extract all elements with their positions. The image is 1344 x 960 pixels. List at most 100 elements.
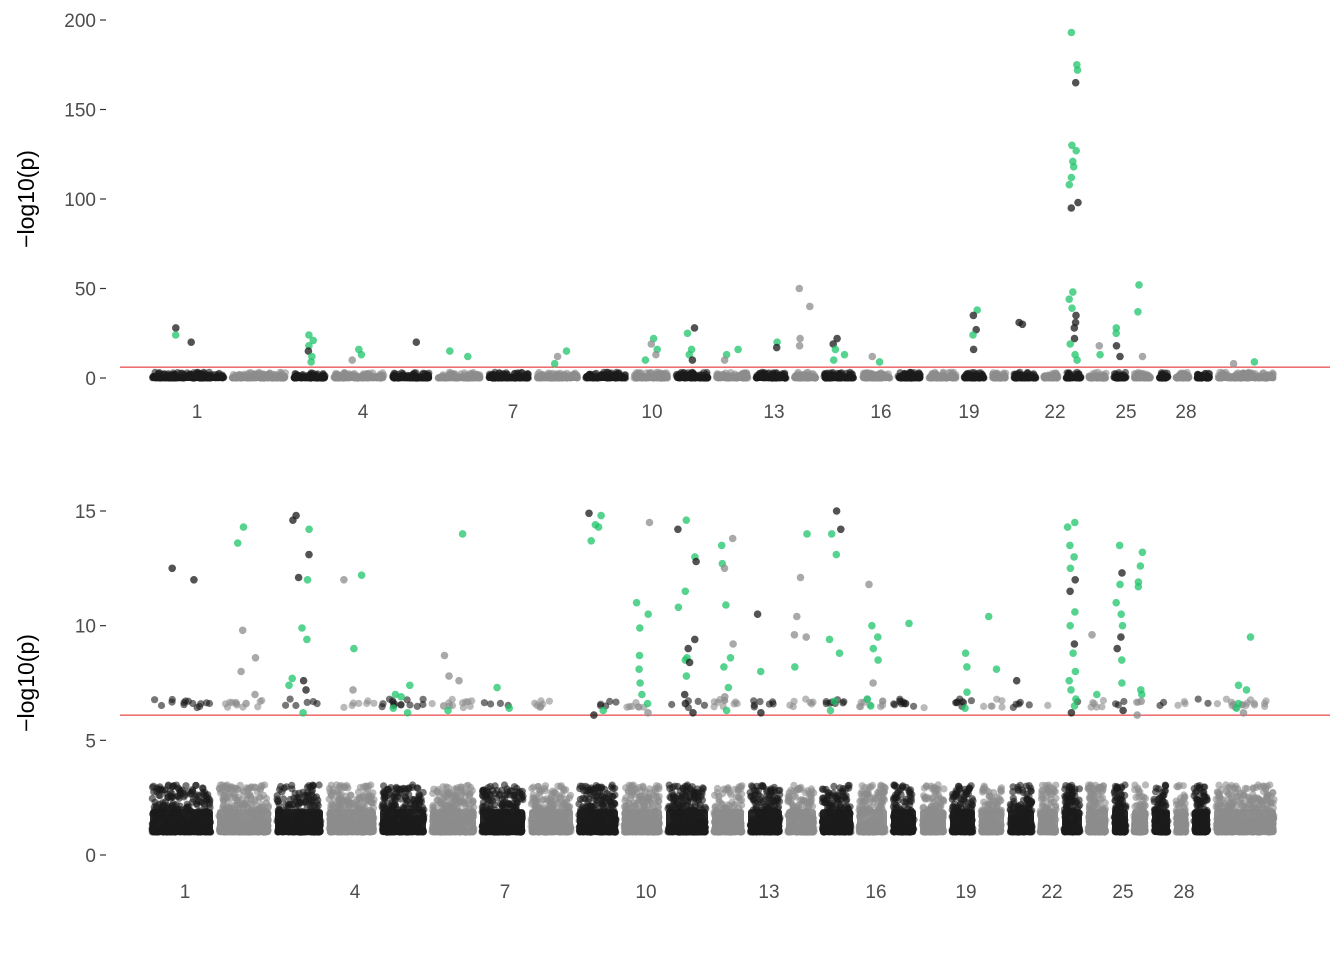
chromosome-band <box>332 374 386 381</box>
snp-point <box>1067 28 1076 37</box>
snp-point <box>772 343 781 352</box>
snp-point <box>1135 281 1143 289</box>
snp-point <box>1074 198 1082 207</box>
background-point <box>413 784 421 792</box>
x-tick-label: 28 <box>1175 402 1196 423</box>
background-point <box>360 783 368 791</box>
chromosome-band <box>1064 374 1083 381</box>
chromosome-band <box>1012 374 1038 381</box>
background-point <box>496 699 504 708</box>
background-point <box>415 797 424 805</box>
chromosome-band <box>822 374 856 381</box>
chromosome-band <box>584 374 628 381</box>
snp-point <box>795 342 804 350</box>
chromosome-band <box>1087 374 1108 381</box>
chromosome-band <box>292 374 328 381</box>
background-point <box>240 788 248 796</box>
background-point <box>247 784 255 792</box>
snp-point <box>868 352 877 361</box>
background-point <box>151 798 159 806</box>
background-point <box>292 701 300 710</box>
snp-point <box>1067 204 1076 212</box>
snp-point <box>1072 311 1080 320</box>
chromosome-band <box>990 374 1008 381</box>
snp-point <box>1065 295 1073 304</box>
chromosome-band <box>896 374 923 381</box>
snp-point <box>1069 163 1078 171</box>
background-point <box>282 701 290 709</box>
background-point <box>443 793 451 801</box>
snp-point <box>172 324 180 332</box>
snp-point <box>796 334 804 343</box>
background-point <box>480 699 488 707</box>
background-point <box>176 802 184 810</box>
x-tick-label: 4 <box>358 402 369 423</box>
chromosome-band <box>486 374 531 381</box>
chromosome-band <box>714 374 750 381</box>
chromosome-band <box>217 809 271 836</box>
snp-point <box>806 302 814 311</box>
background-point <box>282 801 290 809</box>
snp-point <box>734 345 742 354</box>
snp-point <box>1073 66 1082 74</box>
snp-point <box>683 329 692 338</box>
snp-point <box>969 311 978 320</box>
background-point <box>169 800 177 808</box>
background-point <box>151 696 159 704</box>
snp-point <box>171 331 180 339</box>
x-tick-label: 7 <box>500 882 511 903</box>
snp-point <box>348 356 357 364</box>
background-point <box>391 801 400 810</box>
background-point <box>201 802 209 811</box>
background-point <box>188 798 196 806</box>
background-point <box>444 784 452 792</box>
y-tick-label: 10 <box>75 617 96 638</box>
snp-point <box>1071 78 1080 87</box>
background-point <box>390 793 398 801</box>
chromosome-band <box>480 809 525 836</box>
y-tick-label: 100 <box>64 190 96 211</box>
chromosome-band <box>436 374 482 381</box>
background-point <box>327 801 335 809</box>
background-point <box>448 695 456 704</box>
y-tick-label: 0 <box>85 846 96 867</box>
x-tick-label: 10 <box>635 882 656 903</box>
chromosome-band <box>1157 374 1170 381</box>
background-point <box>295 789 303 797</box>
background-point <box>369 789 377 797</box>
snp-point <box>969 345 978 354</box>
background-point <box>239 802 247 811</box>
background-point <box>348 701 356 710</box>
background-points <box>149 368 1277 382</box>
snp-point <box>1068 304 1076 313</box>
background-point <box>297 798 305 807</box>
background-point <box>487 795 495 803</box>
background-point <box>367 781 375 789</box>
background-point <box>436 798 444 806</box>
background-point <box>157 701 166 710</box>
background-point <box>235 793 243 801</box>
x-tick-label: 16 <box>870 402 891 423</box>
x-tick-label: 10 <box>641 402 662 423</box>
chromosome-band <box>1112 374 1128 381</box>
chromosome-band <box>430 809 476 836</box>
background-point <box>166 787 174 796</box>
snp-point <box>829 356 838 364</box>
snp-point <box>1072 146 1080 155</box>
x-tick-label: 13 <box>758 882 779 903</box>
background-point <box>340 782 349 790</box>
snp-point <box>1070 324 1079 332</box>
background-point <box>193 704 201 712</box>
background-point <box>428 700 436 708</box>
background-point <box>286 695 294 703</box>
background-point <box>338 801 346 809</box>
snp-point <box>464 352 472 361</box>
background-point <box>402 785 410 793</box>
background-point <box>509 803 517 811</box>
snp-point <box>553 352 562 361</box>
y-tick-label: 150 <box>64 101 96 122</box>
y-tick-label: 5 <box>85 731 96 752</box>
background-point <box>329 786 337 794</box>
snp-point <box>1112 329 1120 338</box>
